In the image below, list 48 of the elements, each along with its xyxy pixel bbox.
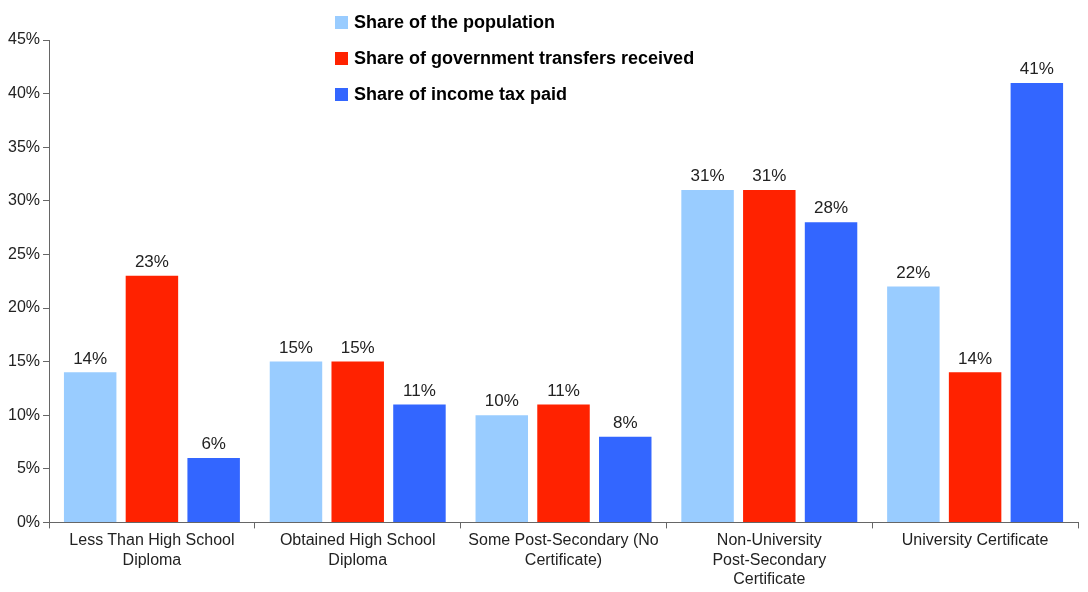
x-tick-label: Obtained High School Diploma [279, 531, 436, 568]
legend-label: Share of government transfers received [354, 47, 695, 69]
data-label: 6% [201, 434, 226, 454]
x-tick-label: Less Than High School Diploma [69, 531, 235, 568]
bar [393, 404, 446, 522]
x-tick-label: Non-University Post-Secondary Certificate [712, 531, 827, 587]
bar [125, 275, 179, 522]
bar [269, 361, 323, 522]
data-label: 10% [484, 391, 519, 411]
bar [948, 372, 1002, 522]
y-tick-label: 25% [7, 244, 41, 262]
y-tick-label: 30% [7, 191, 41, 209]
y-tick-label: 5% [16, 459, 41, 477]
data-label: 11% [403, 380, 436, 400]
data-label: 28% [814, 198, 849, 218]
data-label: 11% [547, 380, 580, 400]
bar [804, 222, 858, 522]
data-label: 15% [340, 337, 375, 357]
bar [537, 404, 590, 522]
y-tick-label: 35% [7, 137, 41, 155]
data-label: 22% [896, 262, 931, 282]
y-tick-label: 10% [7, 405, 41, 423]
bar [681, 190, 734, 522]
x-tick-label: University Certificate [901, 531, 1049, 549]
x-tick-label: Some Post-Secondary (No Certificate) [468, 531, 659, 568]
data-label: 31% [690, 166, 725, 186]
y-tick-label: 15% [7, 352, 41, 370]
data-label: 31% [752, 166, 787, 186]
bar [331, 361, 384, 522]
data-label: 23% [134, 252, 169, 272]
data-label: 15% [278, 337, 313, 357]
y-tick-label: 0% [16, 512, 41, 530]
data-label: 14% [958, 348, 993, 368]
y-tick-label: 40% [7, 84, 41, 102]
data-label: 8% [612, 412, 638, 432]
bar [475, 415, 529, 522]
bar [743, 190, 796, 522]
bar [599, 436, 652, 522]
bar [1010, 82, 1064, 522]
legend-label: Share of the population [354, 11, 555, 33]
legend-label: Share of income tax paid [354, 83, 568, 105]
data-label: 41% [1019, 59, 1054, 79]
bar [187, 458, 240, 522]
bar [887, 286, 940, 522]
bar [63, 372, 117, 522]
y-tick-label: 45% [7, 30, 41, 48]
data-label: 14% [73, 348, 108, 368]
y-tick-label: 20% [7, 298, 41, 316]
